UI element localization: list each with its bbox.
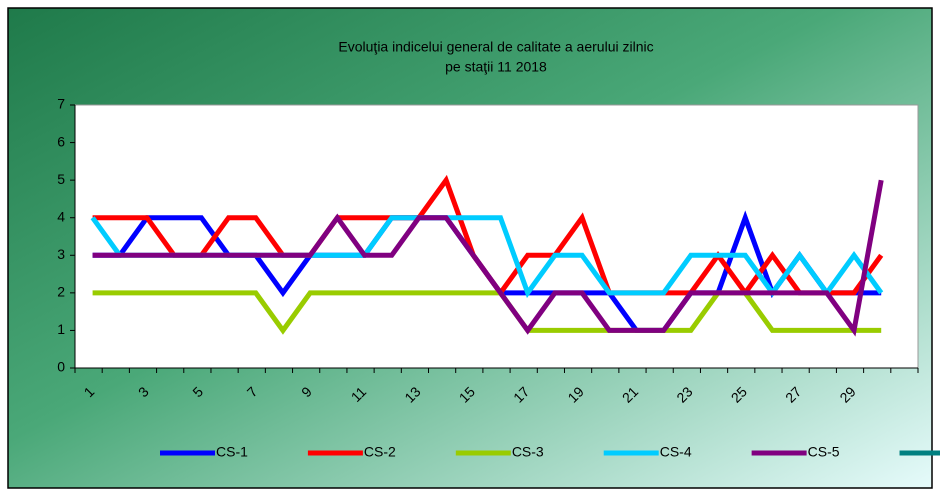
y-tick-label: 1 <box>57 321 65 337</box>
y-tick-label: 7 <box>57 96 65 112</box>
legend-label: CS-1 <box>216 444 248 460</box>
y-tick-label: 4 <box>57 208 65 224</box>
y-tick-label: 5 <box>57 171 65 187</box>
series-line <box>92 290 882 335</box>
y-tick-label: 3 <box>57 246 65 262</box>
chart-title: Evoluţia indicelui general de calitate a… <box>338 39 653 55</box>
legend-label: CS-5 <box>808 444 840 460</box>
y-tick-label: 2 <box>57 284 65 300</box>
y-tick-label: 6 <box>57 133 65 149</box>
y-tick-label: 0 <box>57 359 65 375</box>
chart-title: pe staţii 11 2018 <box>445 59 547 75</box>
legend-label: CS-2 <box>364 444 396 460</box>
legend-label: CS-3 <box>512 444 544 460</box>
series-line <box>92 179 884 337</box>
legend-label: CS-4 <box>660 444 692 460</box>
